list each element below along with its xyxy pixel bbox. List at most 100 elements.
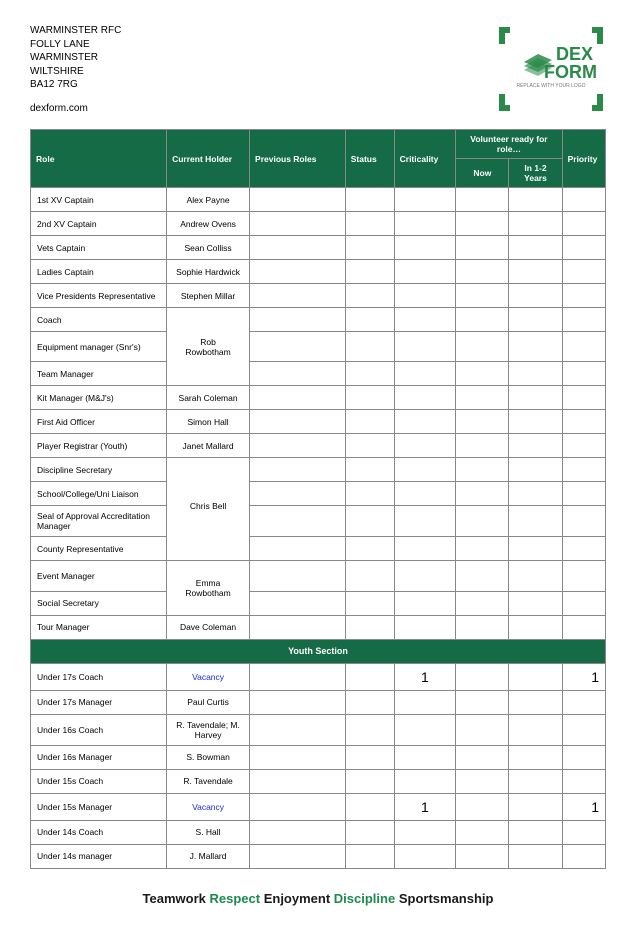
cell-yrs	[509, 769, 562, 793]
cell-holder	[167, 537, 250, 561]
table-header: Role Current Holder Previous Roles Statu…	[31, 130, 606, 188]
cell-holder: Sean Colliss	[167, 236, 250, 260]
footer-word: Teamwork	[143, 891, 206, 906]
cell-role: Team Manager	[31, 362, 167, 386]
cell-prio	[562, 212, 605, 236]
col-role: Role	[31, 130, 167, 188]
cell-prio: 1	[562, 793, 605, 820]
cell-crit	[394, 260, 456, 284]
cell-prev	[250, 236, 346, 260]
cell-holder: Dave Coleman	[167, 615, 250, 639]
cell-status	[345, 410, 394, 434]
cell-prev	[250, 212, 346, 236]
cell-yrs	[509, 260, 562, 284]
cell-crit	[394, 188, 456, 212]
dexform-logo: DEX FORM REPLACE WITH YOUR LOGO	[496, 24, 606, 114]
footer-word: Respect	[210, 891, 261, 906]
cell-crit	[394, 844, 456, 868]
cell-yrs	[509, 434, 562, 458]
cell-role: County Representative	[31, 537, 167, 561]
cell-status	[345, 561, 394, 592]
table-row: County Representative	[31, 537, 606, 561]
table-row: Tour ManagerDave Coleman	[31, 615, 606, 639]
cell-crit	[394, 212, 456, 236]
table-row: Under 14s managerJ. Mallard	[31, 844, 606, 868]
cell-yrs	[509, 714, 562, 745]
cell-prio	[562, 236, 605, 260]
cell-crit	[394, 332, 456, 362]
cell-status	[345, 386, 394, 410]
cell-status	[345, 458, 394, 482]
cell-prio	[562, 844, 605, 868]
cell-status	[345, 308, 394, 332]
address-line: FOLLY LANE	[30, 38, 121, 52]
table-row: Kit Manager (M&J's)Sarah Coleman	[31, 386, 606, 410]
cell-status	[345, 537, 394, 561]
cell-prev	[250, 537, 346, 561]
cell-holder	[167, 308, 250, 332]
cell-now	[456, 506, 509, 537]
cell-prev	[250, 506, 346, 537]
cell-prio	[562, 188, 605, 212]
cell-prio	[562, 506, 605, 537]
cell-role: Vets Captain	[31, 236, 167, 260]
cell-status	[345, 212, 394, 236]
cell-yrs	[509, 386, 562, 410]
cell-prio	[562, 386, 605, 410]
cell-prev	[250, 308, 346, 332]
address-line: BA12 7RG	[30, 78, 121, 92]
cell-crit	[394, 561, 456, 592]
cell-role: Under 16s Coach	[31, 714, 167, 745]
cell-yrs	[509, 212, 562, 236]
cell-now	[456, 212, 509, 236]
cell-holder: Chris Bell	[167, 482, 250, 506]
logo-tagline: REPLACE WITH YOUR LOGO	[516, 83, 585, 89]
cell-role: 2nd XV Captain	[31, 212, 167, 236]
cell-holder	[167, 458, 250, 482]
cell-prev	[250, 591, 346, 615]
cell-prio	[562, 362, 605, 386]
cell-status	[345, 844, 394, 868]
cell-prio	[562, 482, 605, 506]
col-holder: Current Holder	[167, 130, 250, 188]
cell-prev	[250, 362, 346, 386]
footer-word: Discipline	[334, 891, 395, 906]
cell-holder: Vacancy	[167, 663, 250, 690]
cell-prio	[562, 591, 605, 615]
table-row: Vets CaptainSean Colliss	[31, 236, 606, 260]
cell-prev	[250, 663, 346, 690]
cell-crit	[394, 769, 456, 793]
cell-yrs	[509, 506, 562, 537]
cell-yrs	[509, 188, 562, 212]
cell-holder: Andrew Ovens	[167, 212, 250, 236]
cell-role: Equipment manager (Snr's)	[31, 332, 167, 362]
cell-now	[456, 745, 509, 769]
logo-text-2: FORM	[544, 62, 597, 82]
cell-role: Under 17s Manager	[31, 690, 167, 714]
cell-status	[345, 663, 394, 690]
table-row: Player Registrar (Youth)Janet Mallard	[31, 434, 606, 458]
col-volunteer: Volunteer ready for role…	[456, 130, 562, 159]
table-row: Seal of Approval Accreditation Manager	[31, 506, 606, 537]
cell-status	[345, 236, 394, 260]
table-row: Equipment manager (Snr's)RobRowbotham	[31, 332, 606, 362]
cell-role: Under 17s Coach	[31, 663, 167, 690]
table-row: Team Manager	[31, 362, 606, 386]
cell-crit	[394, 714, 456, 745]
col-years: In 1-2 Years	[509, 159, 562, 188]
table-row: First Aid OfficerSimon Hall	[31, 410, 606, 434]
cell-now	[456, 663, 509, 690]
cell-role: Social Secretary	[31, 591, 167, 615]
table-row: Social Secretary	[31, 591, 606, 615]
cell-prio	[562, 332, 605, 362]
cell-now	[456, 820, 509, 844]
table-body-youth: Under 17s CoachVacancy11Under 17s Manage…	[31, 663, 606, 868]
cell-prev	[250, 690, 346, 714]
cell-status	[345, 188, 394, 212]
cell-status	[345, 820, 394, 844]
cell-yrs	[509, 615, 562, 639]
table-row: Under 17s ManagerPaul Curtis	[31, 690, 606, 714]
cell-holder: Janet Mallard	[167, 434, 250, 458]
table-row: Under 15s ManagerVacancy11	[31, 793, 606, 820]
cell-crit: 1	[394, 663, 456, 690]
